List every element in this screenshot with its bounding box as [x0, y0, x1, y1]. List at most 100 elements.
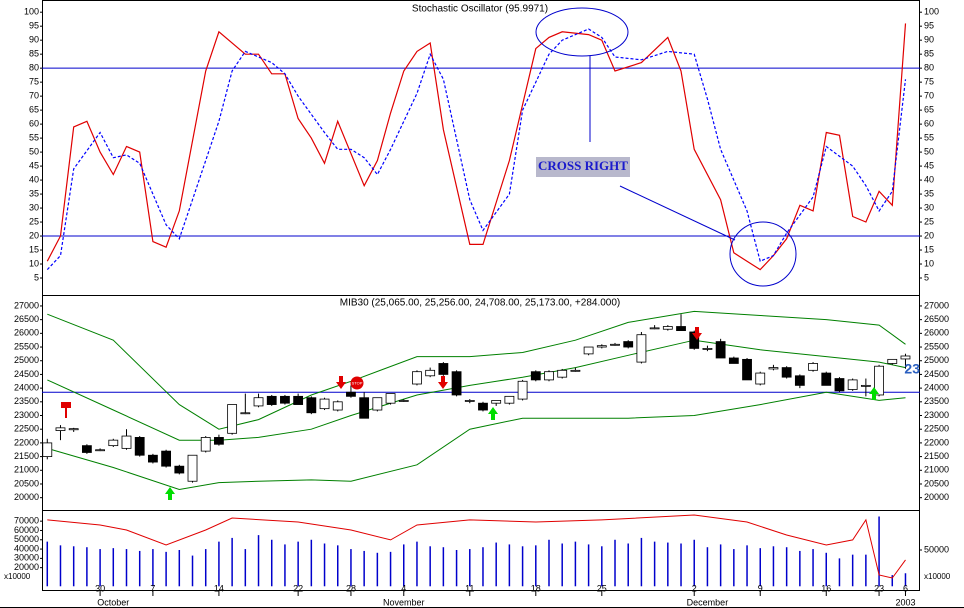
y-tick-label: 30000 [14, 553, 39, 563]
y-tick-label: 15 [29, 244, 39, 254]
candle-body [385, 393, 396, 404]
sell-arrow [692, 327, 702, 340]
y-tick-label: 27000 [924, 300, 949, 310]
candle-body [108, 439, 119, 447]
y-tick-label: 60000 [14, 525, 39, 535]
y-tick-label: 60 [924, 118, 934, 128]
y-tick-label: 21500 [924, 451, 949, 461]
unit-label: x10000 [4, 572, 31, 581]
candle-body [530, 371, 541, 381]
volume-frame [42, 510, 920, 591]
candle-body [187, 454, 198, 482]
y-tick-label: 20000 [924, 492, 949, 502]
candle-body [517, 380, 528, 400]
candle-body [649, 327, 660, 330]
signal-icons: STOP [61, 327, 879, 500]
candle-body [808, 363, 818, 371]
y-tick-label: 21000 [924, 465, 949, 475]
y-tick-label: 40 [29, 174, 39, 184]
sell-arrow [336, 376, 346, 389]
y-tick-label: 25000 [14, 355, 39, 365]
candle-body [623, 341, 634, 348]
candle-body [900, 355, 911, 360]
candle-body [596, 345, 607, 348]
candle-body [478, 402, 488, 411]
x-tick-label: 7 [150, 583, 155, 593]
y-tick-label: 50000 [924, 544, 949, 554]
candle-body [200, 437, 211, 452]
candle-body [227, 404, 238, 434]
candle-body [174, 465, 185, 474]
candle-body [280, 395, 290, 404]
candle-body [240, 412, 251, 415]
x-tick-label: 28 [346, 583, 356, 593]
candle-body [821, 372, 832, 386]
y-tick-label: 27000 [14, 300, 39, 310]
y-tick-label: 50000 [14, 534, 39, 544]
candle-body [412, 371, 422, 385]
y-tick-label: 20500 [924, 478, 949, 488]
callout-line [619, 185, 736, 241]
y-tick-label: 25500 [924, 341, 949, 351]
candle-body [95, 449, 105, 452]
y-tick-label: 22500 [14, 424, 39, 434]
stop-sign [350, 376, 364, 390]
candle-body [451, 371, 462, 396]
x-tick-label: 18 [531, 583, 541, 593]
sell-flag [61, 402, 71, 408]
y-tick-label: 15 [924, 244, 934, 254]
unit-label: x10000 [924, 572, 951, 581]
y-tick-label: 23500 [924, 396, 949, 406]
candle-body [464, 400, 475, 402]
x-tick-label: 11 [465, 583, 474, 593]
y-tick-label: 25 [924, 216, 934, 226]
y-tick-label: 25000 [924, 355, 949, 365]
x-tick-label: 30 [95, 583, 105, 593]
candle-body [148, 454, 158, 463]
buy-arrow [869, 387, 879, 400]
candle-body [544, 371, 554, 381]
y-tick-label: 30 [29, 202, 39, 212]
candle-body [636, 334, 647, 363]
candle-body [346, 391, 356, 397]
y-tick-label: 24000 [924, 382, 949, 392]
y-tick-label: 55 [29, 132, 39, 142]
y-tick-label: 25500 [14, 341, 39, 351]
y-tick-label: 23000 [924, 410, 949, 420]
candle-body [438, 363, 449, 375]
candle-body [266, 395, 277, 405]
y-tick-label: 85 [924, 49, 934, 59]
candle-body [55, 427, 66, 431]
price-tag: 23 [904, 361, 920, 377]
candle-body [583, 346, 594, 355]
candle-body [570, 369, 581, 372]
callout-box [536, 157, 630, 177]
y-tick-label: 70 [924, 91, 934, 101]
y-tick-label: 35 [924, 188, 934, 198]
x-tick-label: 2 [692, 583, 697, 593]
y-tick-label: 21000 [14, 465, 39, 475]
y-tick-label: 20000 [14, 562, 39, 572]
y-tick-label: 20 [924, 230, 934, 240]
bollinger-band [47, 310, 906, 430]
y-tick-label: 70000 [14, 516, 39, 526]
candle-body [755, 372, 766, 385]
y-tick-label: 35 [29, 188, 39, 198]
y-tick-label: 80 [29, 63, 39, 73]
candle-body [121, 435, 132, 449]
y-tick-label: 30 [924, 202, 934, 212]
candle-body [781, 367, 792, 378]
candle-body [42, 442, 53, 457]
y-tick-label: 25 [29, 216, 39, 226]
x-tick-label: 4 [401, 583, 406, 593]
y-tick-label: 24500 [14, 369, 39, 379]
y-tick-label: 45 [29, 160, 39, 170]
candle-body [847, 379, 858, 390]
candle-body [557, 369, 568, 378]
month-label: December [687, 597, 729, 607]
x-tick-label: 22 [293, 583, 303, 593]
y-tick-label: 5 [924, 272, 929, 282]
price-title: MIB30 (25,065.00, 25,256.00, 24,708.00, … [340, 298, 621, 309]
y-tick-label: 100 [24, 7, 39, 17]
